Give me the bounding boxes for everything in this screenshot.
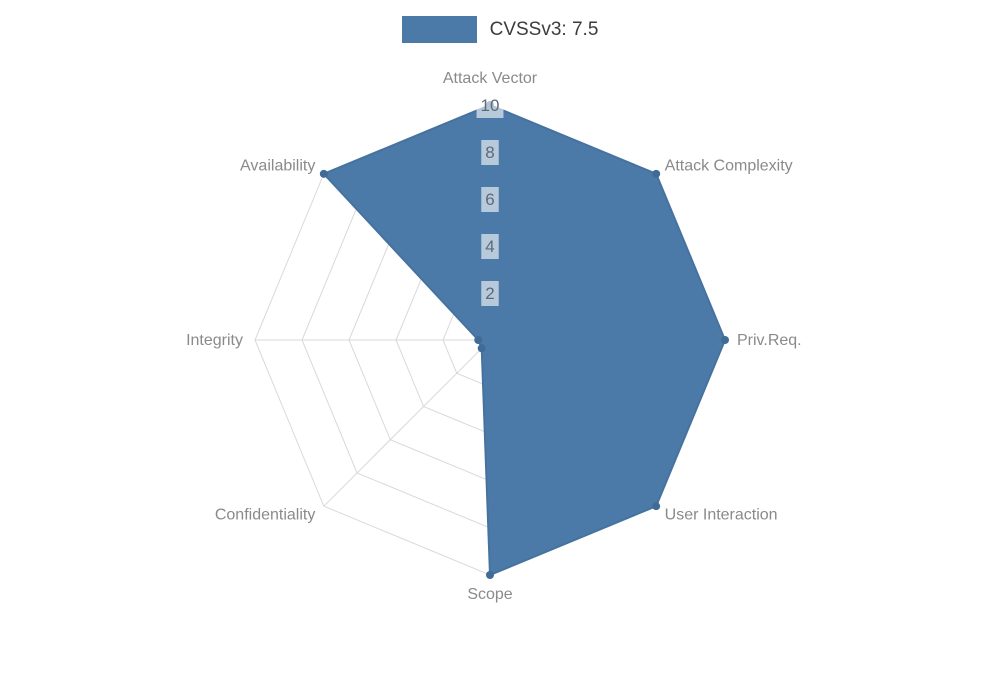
- axis-spoke: [323, 339, 491, 507]
- tick-backdrop: [476, 93, 504, 118]
- axis-label-integrity: Integrity: [186, 332, 243, 349]
- tick-backdrop: [481, 234, 499, 259]
- axis-label-availability: Availability: [240, 157, 315, 174]
- tick-backdrop: [481, 187, 499, 212]
- axis-label-user-interaction: User Interaction: [665, 507, 778, 524]
- data-point: [721, 336, 729, 344]
- tick-backdrop: [481, 281, 499, 306]
- legend-swatch: [401, 16, 477, 43]
- axis-label-attack-complexity: Attack Complexity: [665, 157, 793, 174]
- data-point: [319, 169, 328, 178]
- data-point: [652, 502, 661, 511]
- tick-backdrop: [481, 140, 499, 165]
- data-point: [477, 344, 486, 353]
- data-point: [486, 571, 494, 579]
- tick-label: 6: [485, 190, 494, 209]
- tick-label: 2: [485, 284, 494, 303]
- tick-label: 8: [485, 143, 494, 162]
- legend-label: CVSSv3: 7.5: [489, 18, 599, 40]
- axis-label-confidentiality: Confidentiality: [215, 507, 316, 524]
- tick-label: 4: [485, 237, 494, 256]
- legend-item[interactable]: CVSSv3: 7.5: [0, 16, 1000, 43]
- axis-label-attack-vector: Attack Vector: [443, 70, 538, 87]
- data-point: [652, 169, 661, 178]
- data-point: [474, 336, 483, 344]
- axis-label-priv-req: Priv.Req.: [737, 332, 802, 349]
- tick-label: 10: [481, 96, 500, 115]
- axis-label-scope: Scope: [467, 586, 512, 603]
